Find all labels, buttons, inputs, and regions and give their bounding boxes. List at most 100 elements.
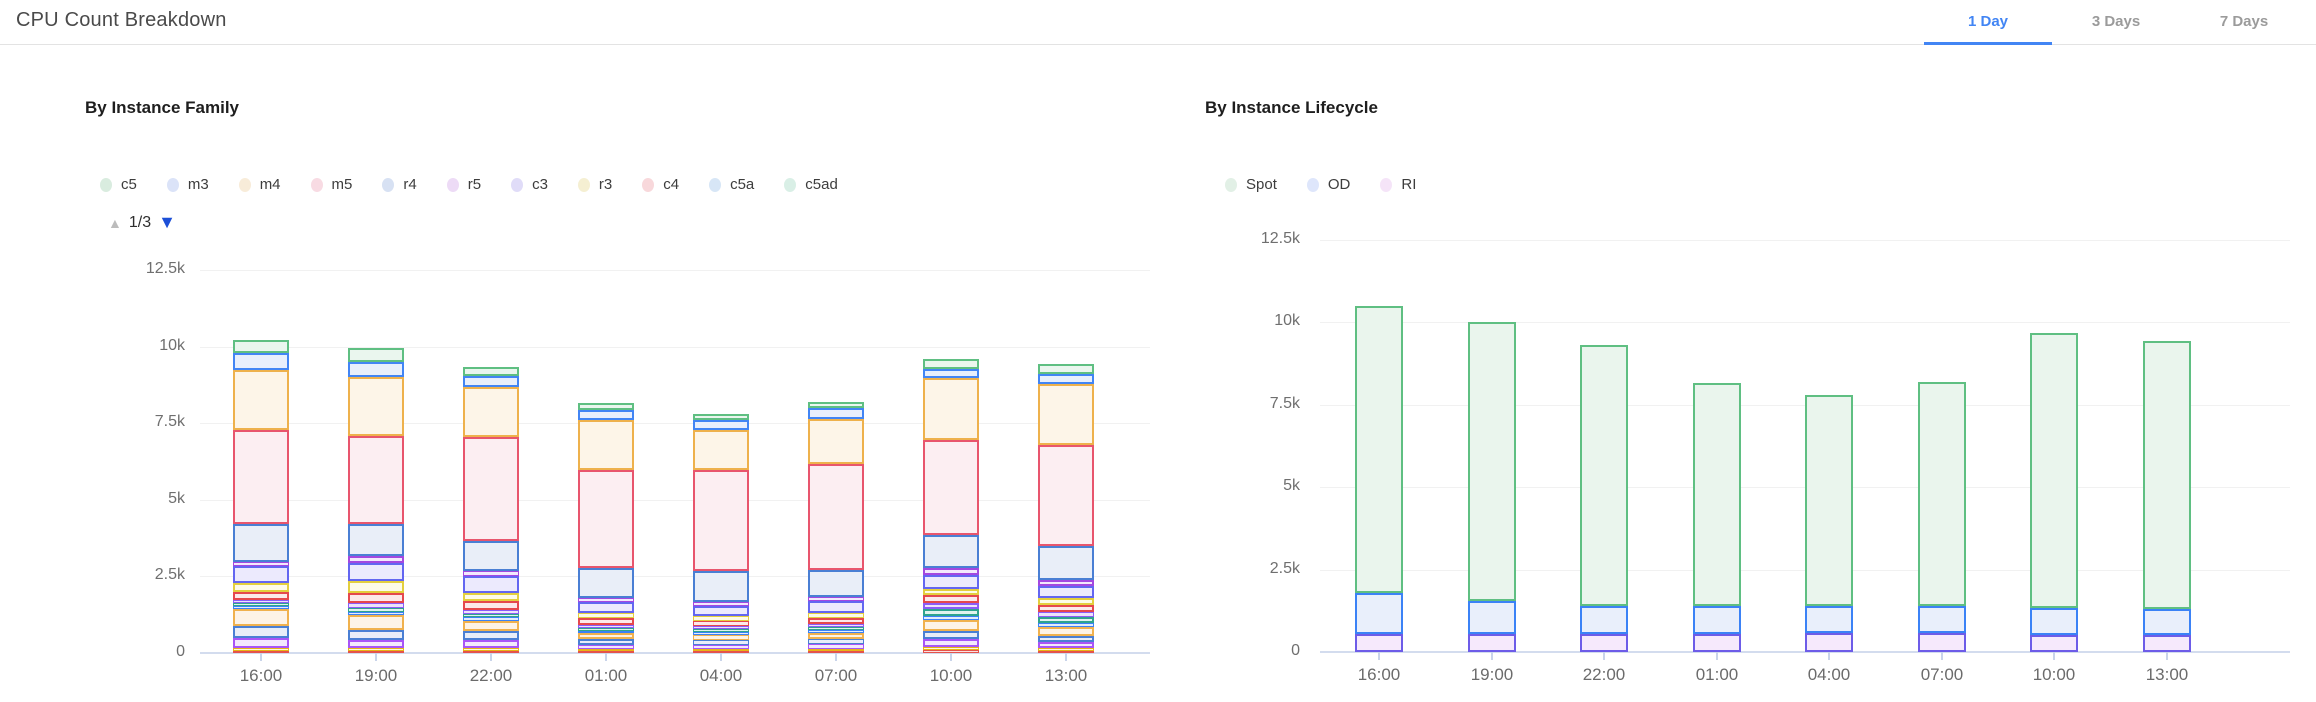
stacked-bar-07:00[interactable] — [808, 270, 864, 653]
x-axis-label: 01:00 — [1695, 665, 1739, 684]
tab-7-days[interactable]: 7 Days — [2219, 13, 2269, 30]
y-axis-label: 10k — [1274, 312, 1300, 329]
legend-item-RI[interactable]: RI — [1380, 176, 1416, 193]
bar-segment-other-amber — [233, 609, 289, 626]
legend-dot-icon — [238, 177, 251, 192]
gridline — [200, 576, 1150, 577]
legend-item-r5[interactable]: r5 — [446, 176, 482, 193]
bar-segment-other-red — [693, 651, 749, 653]
stacked-bar-10:00[interactable] — [923, 270, 979, 653]
y-axis-label: 0 — [1291, 642, 1300, 659]
bar-segment-m3 — [578, 410, 634, 420]
bar-segment-other-magenta — [693, 645, 749, 649]
bar-segment-other-blue — [578, 631, 634, 633]
tab-3-days[interactable]: 3 Days — [2091, 13, 2141, 30]
bar-segment-other-bluegray — [1038, 636, 1094, 642]
bar-segment-other-yellow — [463, 648, 519, 651]
bar-segment-c5 — [463, 367, 519, 376]
legend-page-down-icon[interactable]: ▼ — [158, 212, 176, 232]
stacked-bar-22:00[interactable] — [463, 270, 519, 653]
legend-label: c5a — [730, 176, 755, 193]
stacked-bar-19:00[interactable] — [1468, 240, 1516, 652]
stacked-bar-16:00[interactable] — [1355, 240, 1403, 652]
stacked-bar-04:00[interactable] — [1805, 240, 1853, 652]
gridline — [1320, 240, 2290, 241]
bar-segment-other-teal — [233, 603, 289, 606]
bar-segment-other-bluegray — [578, 639, 634, 645]
bar-segment-other-blue — [348, 612, 404, 615]
bar-segment-other-amber — [463, 621, 519, 631]
legend-label: r5 — [467, 176, 482, 193]
bar-segment-OD — [1693, 606, 1741, 634]
instance-family-plot: 12.5k 10k 7.5k 5k 2.5k 0 16:00 19:00 22:00 01:00 0… — [0, 260, 1180, 685]
stacked-bar-22:00[interactable] — [1580, 240, 1628, 652]
x-axis-label: 22:00 — [1582, 665, 1626, 684]
legend-item-Spot[interactable]: Spot — [1225, 176, 1277, 193]
bar-segment-other-purple — [808, 624, 864, 627]
legend-item-c4[interactable]: c4 — [642, 176, 679, 193]
stacked-bar-10:00[interactable] — [2030, 240, 2078, 652]
bar-segment-other-teal — [693, 629, 749, 632]
stacked-bar-04:00[interactable] — [693, 270, 749, 653]
bar-segment-other-red — [233, 651, 289, 653]
bar-segment-other-magenta — [348, 640, 404, 648]
bar-segment-other-bluegray — [348, 630, 404, 640]
stacked-bar-13:00[interactable] — [1038, 270, 1094, 653]
legend-item-r3[interactable]: r3 — [577, 176, 612, 193]
stacked-bar-13:00[interactable] — [2143, 240, 2191, 652]
bar-segment-m3 — [808, 408, 864, 419]
x-axis-label: 13:00 — [1044, 666, 1088, 685]
legend-item-m3[interactable]: m3 — [166, 176, 209, 193]
bar-segment-m4 — [578, 420, 634, 470]
bar-segment-other-blue — [233, 606, 289, 609]
legend-item-r4[interactable]: r4 — [382, 176, 417, 193]
bar-segment-other-yellow — [693, 649, 749, 651]
stacked-bar-19:00[interactable] — [348, 270, 404, 653]
legend-label: c3 — [532, 176, 548, 193]
x-axis-tick — [2053, 652, 2055, 660]
legend-dot-icon — [642, 177, 655, 192]
stacked-bar-01:00[interactable] — [1693, 240, 1741, 652]
bar-segment-Spot — [1468, 322, 1516, 601]
x-axis-tick — [1378, 652, 1380, 660]
legend-page-up-icon[interactable]: ▲ — [108, 214, 122, 231]
bar-segment-other-blue — [1038, 623, 1094, 627]
stacked-bar-07:00[interactable] — [1918, 240, 1966, 652]
legend-dot-icon — [166, 177, 179, 192]
legend-item-m5[interactable]: m5 — [310, 176, 352, 193]
legend-item-c5ad[interactable]: c5ad — [784, 176, 838, 193]
x-axis-label: 07:00 — [814, 666, 858, 685]
legend-item-OD[interactable]: OD — [1306, 176, 1350, 193]
x-axis-label: 10:00 — [929, 666, 973, 685]
x-axis-tick — [1065, 653, 1067, 661]
bar-segment-other-teal — [808, 627, 864, 630]
bar-segment-RI — [1805, 633, 1853, 652]
legend-item-c3[interactable]: c3 — [511, 176, 548, 193]
bar-segment-other-purple — [463, 610, 519, 614]
bar-segment-m4 — [923, 378, 979, 440]
bar-segment-other-purple — [923, 603, 979, 609]
bar-segment-other-magenta — [923, 639, 979, 647]
bar-segment-r3 — [578, 613, 634, 618]
tab-1-day[interactable]: 1 Day — [1924, 0, 2052, 45]
bar-segment-RI — [2143, 635, 2191, 652]
legend-item-c5[interactable]: c5 — [100, 176, 137, 193]
bar-segment-r5 — [923, 568, 979, 575]
x-axis-tick — [1716, 652, 1718, 660]
bar-segment-c5 — [808, 402, 864, 408]
gridline — [200, 500, 1150, 501]
bar-segment-c4 — [808, 618, 864, 624]
stacked-bar-01:00[interactable] — [578, 270, 634, 653]
bar-segment-m5 — [1038, 445, 1094, 546]
bar-segment-OD — [1580, 606, 1628, 634]
x-axis-label: 04:00 — [1807, 665, 1851, 684]
legend-item-c5a[interactable]: c5a — [709, 176, 754, 193]
x-axis-tick — [835, 653, 837, 661]
bar-segment-other-magenta — [1038, 642, 1094, 648]
bar-segment-m3 — [923, 369, 979, 378]
x-axis-label: 07:00 — [1920, 665, 1964, 684]
stacked-bar-16:00[interactable] — [233, 270, 289, 653]
legend-item-m4[interactable]: m4 — [238, 176, 281, 193]
x-axis-line — [200, 652, 1150, 654]
bar-segment-Spot — [1918, 382, 1966, 606]
